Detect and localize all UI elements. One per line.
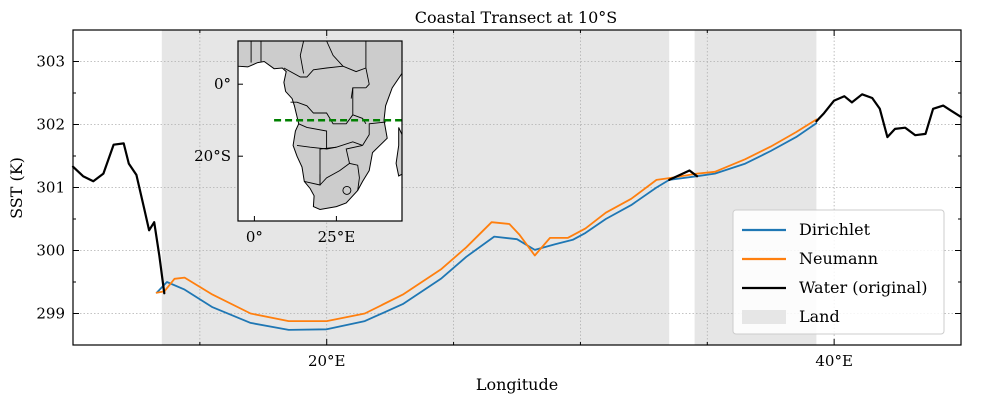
y-tick-label: 301 (36, 179, 65, 197)
y-tick-label: 303 (36, 53, 65, 71)
inset-border-13 (304, 174, 321, 186)
x-tick-label: 20°E (308, 352, 346, 370)
series-line-water-original-2 (815, 93, 963, 139)
inset-border-16 (352, 114, 367, 125)
inset-map: 0° 25°E 0° 20°S (194, 40, 403, 246)
legend-label-neumann: Neumann (799, 249, 878, 268)
inset-border-14 (345, 144, 363, 164)
legend-entries: Dirichlet Neumann Water (original) Land (742, 220, 927, 326)
x-axis-label: Longitude (476, 375, 558, 394)
inset-tick-layer: 0° 25°E 0° 20°S (194, 75, 355, 246)
inset-x-tick-label: 25°E (318, 228, 356, 246)
series-line-water-original-0 (71, 142, 166, 295)
inset-border-3 (299, 40, 305, 74)
y-tick-label: 300 (36, 242, 65, 260)
legend-label-land: Land (799, 307, 840, 326)
inset-border-0 (283, 65, 367, 78)
y-axis-label: SST (K) (7, 157, 26, 219)
x-tick-label: 40°E (815, 352, 853, 370)
chart-title: Coastal Transect at 10°S (415, 8, 618, 27)
series-layer (71, 93, 963, 331)
series-line-neumann (155, 118, 818, 322)
legend-label-water-original: Water (original) (799, 278, 927, 297)
inset-border-4 (326, 40, 344, 67)
inset-frame (237, 40, 403, 222)
inset-y-tick-label: 20°S (194, 147, 231, 165)
series-line-dirichlet (155, 122, 818, 331)
legend-box (732, 209, 945, 335)
inset-border-5 (365, 41, 370, 89)
inset-border-15 (362, 121, 386, 146)
tick-layer: 20°E 40°E 299 300 301 302 303 (36, 29, 961, 370)
series-line-water-original-1 (668, 169, 699, 181)
inset-y-tick-label: 0° (214, 75, 231, 93)
inset-x-tick-label: 0° (246, 228, 263, 246)
inset-africa-land (237, 40, 403, 211)
legend-label-dirichlet: Dirichlet (799, 220, 871, 239)
inset-border-6 (290, 101, 354, 125)
inset-border-8 (350, 87, 366, 99)
legend: Dirichlet Neumann Water (original) Land (732, 209, 945, 335)
y-tick-label: 302 (36, 116, 65, 134)
inset-border-9 (296, 123, 328, 150)
y-tick-label: 299 (36, 305, 65, 323)
inset-lesotho (342, 185, 352, 195)
inset-map-layer (237, 40, 403, 211)
legend-swatch-land (742, 310, 786, 324)
